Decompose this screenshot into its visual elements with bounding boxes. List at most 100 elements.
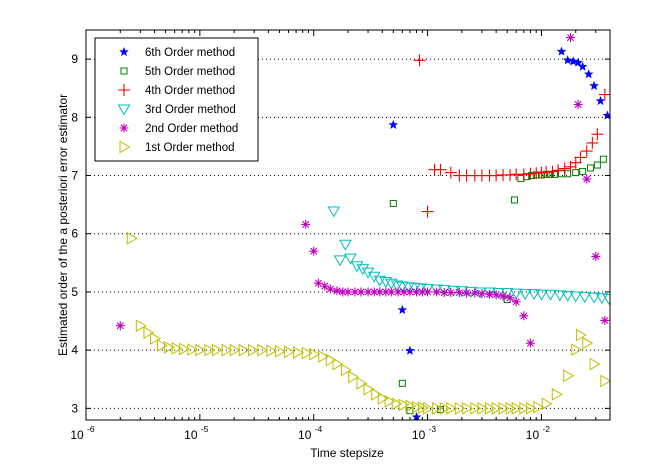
data-point — [598, 88, 610, 101]
series-1st-order-method — [126, 232, 610, 415]
data-point — [367, 271, 381, 283]
data-point — [600, 374, 610, 388]
data-point — [126, 232, 138, 245]
data-point — [569, 291, 583, 303]
data-point — [398, 398, 410, 412]
data-point — [417, 287, 427, 297]
data-point — [423, 401, 435, 415]
data-point — [462, 401, 474, 415]
data-point — [485, 289, 495, 299]
data-point — [381, 287, 391, 297]
data-point — [566, 33, 576, 43]
data-point — [413, 54, 426, 67]
legend-label: 1st Order method — [145, 142, 234, 154]
data-point — [573, 100, 583, 110]
data-point — [470, 401, 482, 415]
data-point — [221, 343, 233, 357]
data-point — [212, 343, 223, 357]
data-point — [156, 339, 168, 352]
legend-label: 5th Order method — [145, 66, 235, 78]
data-point — [439, 288, 449, 298]
data-point — [318, 350, 330, 363]
data-point — [528, 172, 536, 180]
data-point — [393, 287, 403, 297]
data-point — [350, 287, 360, 297]
y-tick-label: 5 — [71, 285, 78, 299]
series-3rd-order-method — [327, 206, 610, 305]
data-point — [301, 219, 311, 229]
data-point — [344, 253, 357, 265]
x-tick-label-base: 10 — [184, 428, 198, 442]
data-point — [569, 156, 582, 169]
data-point — [540, 166, 553, 179]
data-point — [517, 168, 530, 181]
data-point — [491, 401, 503, 415]
data-point — [593, 161, 601, 169]
data-point — [446, 401, 458, 415]
data-point — [163, 340, 175, 354]
data-point — [377, 392, 389, 405]
legend-label: 4th Order method — [145, 85, 235, 97]
legend: 6th Order method 5th Order method 4th Orde… — [94, 37, 259, 162]
y-tick-label: 4 — [71, 343, 78, 357]
legend-marker — [117, 104, 131, 116]
x-tick-label-exponent: -6 — [87, 424, 95, 434]
data-point — [179, 342, 191, 356]
x-tick-label-exponent: -2 — [542, 424, 550, 434]
x-tick-label-exponent: -5 — [201, 424, 209, 434]
data-point — [454, 288, 464, 298]
data-point — [511, 401, 523, 415]
data-point — [591, 128, 604, 141]
data-point — [595, 293, 609, 305]
x-tick-label: 10 -2 — [526, 424, 551, 442]
x-tick-label: 10 -5 — [184, 424, 209, 442]
data-point — [274, 344, 286, 358]
data-point — [363, 287, 373, 297]
data-point — [195, 343, 207, 357]
data-point — [577, 61, 588, 71]
data-point — [574, 151, 587, 164]
data-point — [332, 357, 344, 371]
data-point — [421, 205, 434, 218]
y-tick-label: 9 — [71, 52, 78, 66]
data-point — [397, 304, 408, 315]
data-point — [412, 400, 424, 414]
data-point — [600, 315, 610, 325]
legend-entry: 6th Order method — [119, 46, 235, 59]
data-point — [572, 169, 580, 177]
data-point — [363, 382, 375, 396]
legend-marker — [119, 123, 129, 133]
data-point — [283, 345, 295, 359]
data-point — [558, 162, 571, 175]
series-6th-order-method — [388, 46, 610, 420]
data-point — [462, 288, 472, 298]
legend-box — [94, 37, 259, 162]
data-point — [485, 401, 497, 415]
data-point — [266, 344, 278, 358]
data-point — [544, 289, 557, 301]
data-point — [391, 397, 403, 411]
x-tick-label-base: 10 — [412, 428, 426, 442]
legend-marker — [120, 67, 128, 75]
data-point — [333, 255, 347, 267]
data-point — [434, 163, 447, 176]
data-point — [491, 290, 501, 300]
series-4th-order-method — [413, 54, 610, 218]
data-point — [369, 287, 379, 297]
data-point — [384, 278, 398, 290]
data-point — [490, 169, 503, 182]
data-point — [143, 326, 155, 340]
data-point — [313, 278, 323, 288]
data-point — [573, 57, 583, 67]
data-point — [115, 321, 125, 331]
data-point — [399, 287, 409, 297]
data-point — [586, 136, 599, 149]
data-point — [432, 287, 442, 297]
x-tick-label: 10 -4 — [298, 424, 323, 442]
data-point — [423, 287, 433, 297]
data-point — [587, 292, 601, 304]
data-point — [238, 343, 250, 357]
data-point — [582, 336, 594, 350]
data-point — [150, 332, 162, 345]
